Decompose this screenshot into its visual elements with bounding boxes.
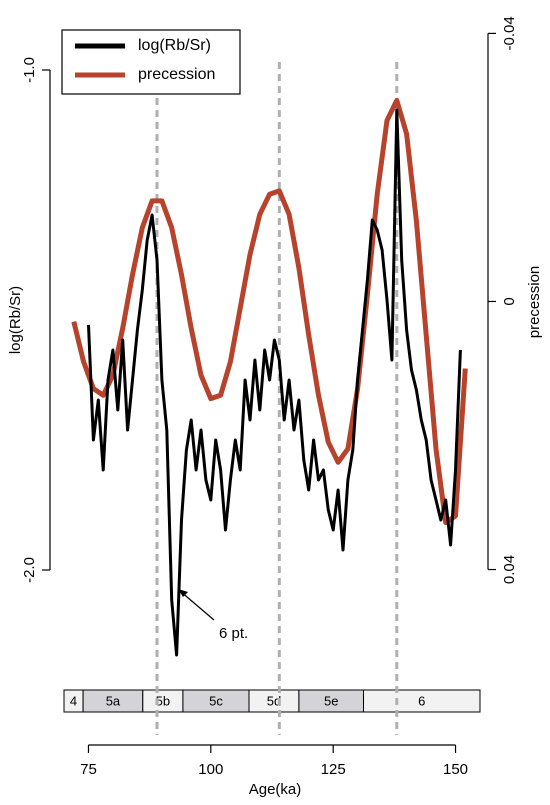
stage-label: 5b (156, 693, 170, 708)
y2-axis-title: precession (526, 266, 543, 339)
x-tick-label: 150 (443, 761, 468, 778)
annotation-arrow (179, 590, 215, 621)
stage-label: 5e (324, 693, 338, 708)
stage-label: 5c (209, 693, 223, 708)
y2-tick-label: -0.04 (501, 16, 518, 50)
y2-tick-label: 0.04 (501, 555, 518, 584)
legend-box (61, 29, 241, 95)
stage-label: 5a (106, 693, 121, 708)
x-tick-label: 75 (80, 761, 97, 778)
series-line (87, 108, 462, 657)
y-tick-label: -2.0 (21, 557, 38, 583)
legend-label: log(Rb/Sr) (138, 37, 211, 54)
y2-tick-label: 0 (501, 297, 518, 305)
annotation: 6 pt. (219, 625, 248, 642)
legend-label: precession (138, 66, 215, 83)
series-line (71, 97, 468, 526)
stage-label: 4 (70, 693, 77, 708)
stage-label: 5d (267, 693, 281, 708)
x-tick-label: 100 (198, 761, 223, 778)
annotation-arrowhead (178, 589, 188, 597)
stage-label: 6 (418, 693, 425, 708)
y-axis-title: log(Rb/Sr) (7, 286, 24, 354)
y-tick-label: -1.0 (21, 57, 38, 83)
x-tick-label: 125 (321, 761, 346, 778)
x-axis-title: Age(ka) (249, 781, 302, 798)
